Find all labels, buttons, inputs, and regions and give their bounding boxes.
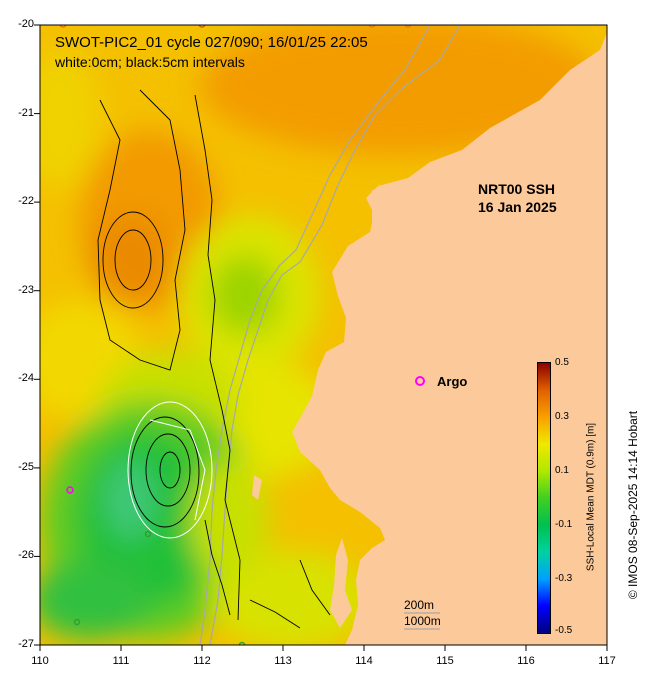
colorbar-tick-label: -0.1 xyxy=(555,519,573,530)
y-tick-label: -25 xyxy=(18,461,34,473)
x-tick-label: 116 xyxy=(517,655,535,667)
x-tick-label: 115 xyxy=(436,655,454,667)
colorbar-tick-label: 0.5 xyxy=(555,357,569,368)
colorbar-title: SSH-Local Mean MDT (0.9m) [m] xyxy=(585,422,597,572)
colorbar-tick-label: -0.3 xyxy=(555,573,573,584)
y-tick-label: -22 xyxy=(18,195,34,207)
product-label: NRT00 SSH 16 Jan 2025 xyxy=(478,180,557,216)
land-western-australia xyxy=(292,32,607,645)
y-tick-label: -26 xyxy=(18,549,34,561)
colorbar-tick-label: -0.5 xyxy=(555,625,573,636)
colorbar-tick-label: 0.1 xyxy=(555,465,569,476)
plot-frame xyxy=(39,24,608,646)
credit-text: © IMOS 08-Sep-2025 14:14 Hobart xyxy=(626,410,640,600)
x-tick-label: 111 xyxy=(112,655,130,667)
y-tick-label: -24 xyxy=(18,372,34,384)
colorbar-tick-label: 0.3 xyxy=(555,411,569,422)
x-tick-label: 113 xyxy=(274,655,292,667)
x-tick-label: 117 xyxy=(598,655,616,667)
product-date: 16 Jan 2025 xyxy=(478,199,557,215)
y-tick-label: -27 xyxy=(18,638,34,650)
y-tick-label: -23 xyxy=(18,284,34,296)
colorbar xyxy=(537,362,551,634)
y-tick-label: -21 xyxy=(18,107,34,119)
y-tick-label: -20 xyxy=(18,18,34,30)
map-subtitle: white:0cm; black:5cm intervals xyxy=(55,54,245,70)
product-name: NRT00 SSH xyxy=(478,181,556,197)
x-tick-label: 114 xyxy=(355,655,373,667)
map-title: SWOT-PIC2_01 cycle 027/090; 16/01/25 22:… xyxy=(55,34,368,51)
x-tick-label: 112 xyxy=(193,655,211,667)
x-tick-label: 110 xyxy=(31,655,49,667)
depth-1000m-label: 1000m xyxy=(404,614,441,628)
depth-200m-label: 200m xyxy=(404,598,435,612)
argo-legend-label: Argo xyxy=(437,374,468,389)
argo-marker-icon xyxy=(415,376,425,386)
